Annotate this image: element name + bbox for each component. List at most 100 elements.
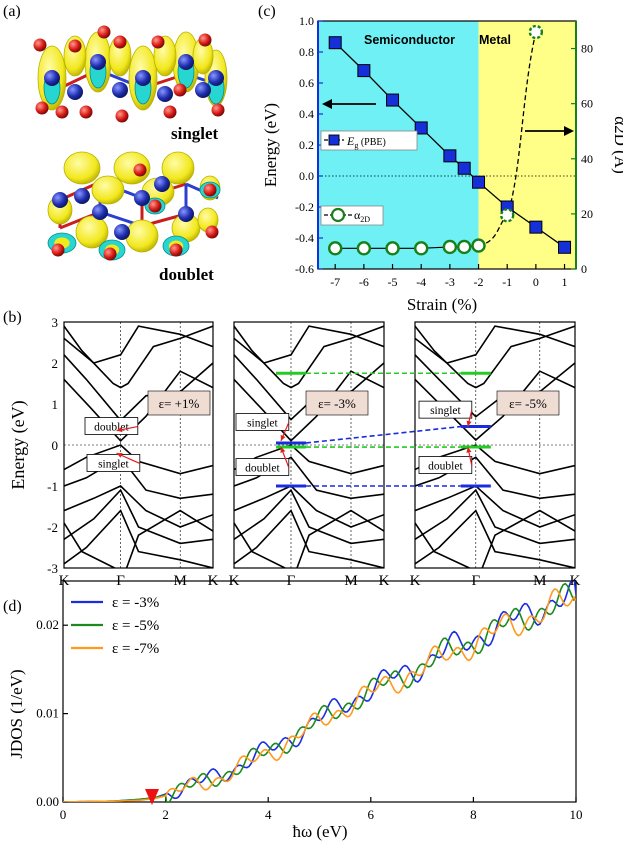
strain-label-box [305,390,369,416]
xtick-label: -2 [474,275,484,289]
band-connection-lines [305,372,461,487]
y2tick-label: 0 [581,262,587,276]
xtick-label: 0 [60,807,67,822]
legend-label: ε = -3% [112,595,159,611]
singlet-structure [33,25,228,123]
atom-blue [208,70,224,86]
panel-d-legend: ε = -3% ε = -5% ε = -7% [71,595,159,657]
atom-red [115,109,129,123]
band-line [234,488,384,545]
legend-eg: Eg (PBE) [320,130,418,151]
panel-c: (c) Semiconductor Metal -0.6 -0.4 -0.2 0.0 0… [258,3,623,314]
y2tick-label: 20 [581,207,593,221]
strain-label: ε= +1% [159,396,200,411]
atom-blue [114,224,130,240]
annotation-label: singlet [98,458,129,470]
singlet-label: singlet [171,124,219,143]
panel-d-xlabel: ħω (eV) [292,822,347,841]
isosurface-lobe [75,215,109,249]
panel-c-axes: -0.6 -0.4 -0.2 0.0 0.2 0.4 0.6 0.8 1.0 0 20 40 60 80 -… [295,14,593,289]
atom-red [198,33,212,47]
legend-label: ε = -7% [112,641,159,657]
series-alpha-dashed-line [478,31,537,247]
panel-b-label: (b) [3,309,22,326]
atom-red [103,247,117,261]
annotation-label: singlet [430,405,461,417]
atom-red [169,243,183,257]
ytick-label: 0.02 [36,617,59,632]
atom-blue [90,54,106,70]
alpha-point [528,24,544,40]
band-line [234,354,384,421]
atom-blue [178,54,194,70]
atom-red [113,35,127,49]
series-line-1 [63,582,576,802]
ytick-label: 0.00 [36,794,59,809]
atom-red [151,35,165,49]
band-line [415,325,575,364]
atom-red [68,39,82,53]
atom-blue [52,192,68,208]
xtick-label: 10 [570,807,583,822]
atom-red [205,225,219,239]
y2tick-label: 60 [581,97,593,111]
atom-red [163,105,177,119]
atom-red [55,105,69,119]
panel-c-xlabel: Strain (%) [407,295,477,314]
annotation-label: doublet [94,422,129,434]
band-line [481,509,575,568]
band-frame [233,321,385,569]
atom-red [173,83,187,97]
eg-point [529,220,543,234]
atom-red [203,183,217,197]
atom-blue [157,86,173,102]
panel-d-plot [63,581,576,802]
legend-eg-marker [328,134,340,146]
band-line [234,509,384,568]
atom-red [148,199,162,213]
ytick-label: 0.8 [299,45,314,59]
band-line [64,444,213,475]
band-line [64,325,213,364]
atom-blue [195,82,211,98]
xtick-label: 0 [533,275,539,289]
series-line-2 [63,588,576,802]
band-lines [64,325,213,568]
panel-c-ylabel: Energy (eV) [261,103,280,187]
atom-red [33,38,47,52]
panel-a-label: (a) [3,3,21,20]
ytick-label: 0.6 [299,76,314,90]
band-line [415,456,575,500]
eg-point [457,161,471,175]
annotation-arrowhead [116,452,123,458]
region-metal-label: Metal [479,33,511,47]
plot-frame [62,580,577,803]
band-line [64,456,213,500]
eg-point [328,36,342,50]
ytick-label: -0.2 [295,200,314,214]
atom-red [51,243,65,257]
band-line [64,509,213,568]
band-frame [63,321,214,569]
band-line [64,522,116,568]
band-line [234,485,384,528]
region-semiconductor-label: Semiconductor [364,33,455,47]
ytick-label: -0.4 [295,231,314,245]
link-blue [305,425,461,444]
band-line [64,485,213,528]
band-line [415,488,575,545]
panel-d: (d) 0 2 4 6 8 100.000.010.02 ε = -3%ε = -5%ε … [3,580,583,841]
legend-alpha-text: α2D [354,208,370,224]
panel-b-yticks: 3 2 1 0 -1 -2 -3 [47,315,58,576]
band-line [415,325,575,389]
atom-blue [134,190,150,206]
isosurface-lobe [63,151,101,185]
alpha-point [385,241,400,256]
xtick-label: 1 [562,275,568,289]
onset-marker-arrow [145,789,159,805]
band-ytick-label: 0 [52,438,59,453]
band-line [415,509,575,568]
atom-blue [74,188,90,204]
legend-eg-text: Eg (PBE) [346,134,386,150]
